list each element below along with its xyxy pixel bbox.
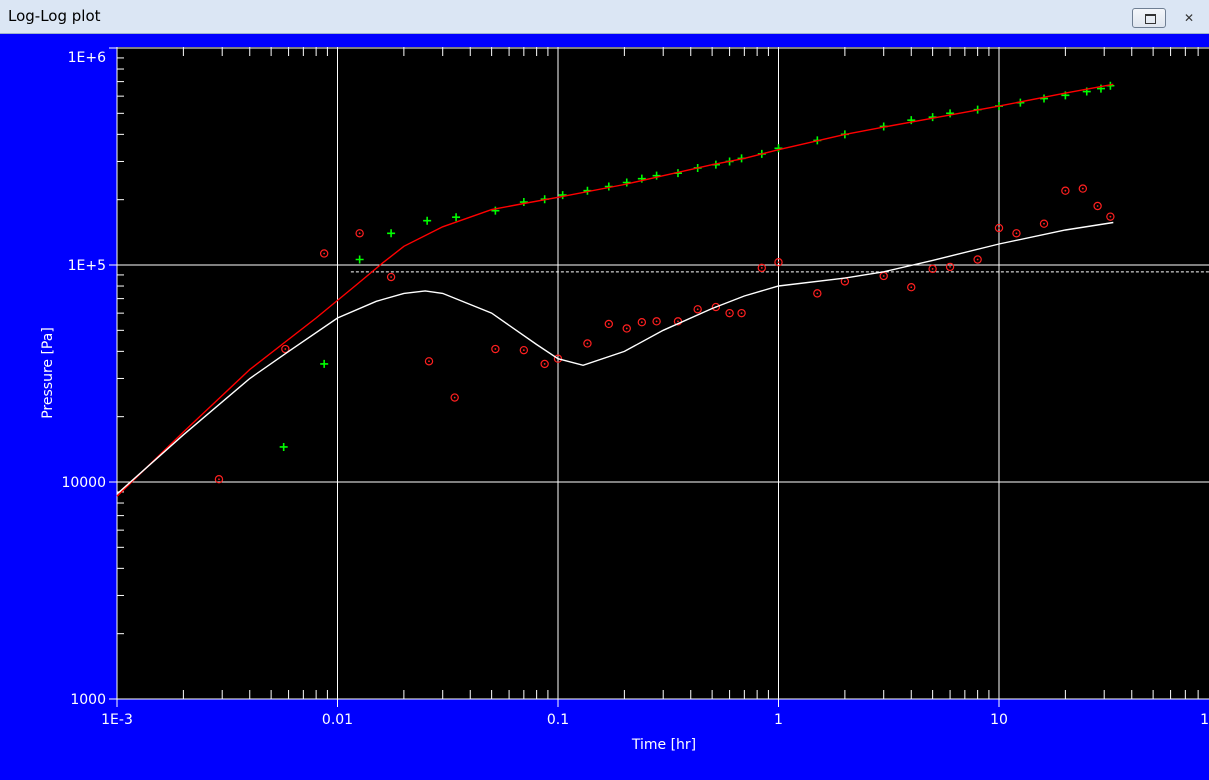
title-bar: Log-Log plot ✕ [0,0,1209,34]
pressure-data-point [519,198,528,207]
derivative-data-point [1039,219,1049,228]
pressure-data-point [637,174,646,183]
derivative-data-point [214,475,224,484]
derivative-data-point [737,308,746,318]
pressure-data-point [355,255,364,264]
tick-labels: 1E-3 0.01 0.1 1 10 1 1000 10000 1E+5 1E+6 [61,50,1209,728]
derivative-data-point [673,317,683,326]
x-axis-label: Time [hr] [631,737,696,753]
derivative-data-point [424,357,434,366]
derivative-data-point [637,318,647,327]
derivative-data-point [652,317,661,326]
restore-button[interactable] [1132,8,1166,28]
derivative-data-point [386,272,396,282]
derivative-data-point [1012,229,1021,238]
close-icon: ✕ [1183,11,1195,25]
derivative-data-point [907,283,916,292]
pressure-data-point [622,178,631,187]
x-tick-label: 10 [990,712,1008,728]
y-tick-label: 1E+5 [68,258,106,274]
log-log-chart: 1E-3 0.01 0.1 1 10 1 1000 10000 1E+5 1E+6 Time [h… [40,47,1209,753]
pressure-data-point [1040,94,1049,103]
derivative-data-point [1093,201,1102,211]
derivative-data-point [725,308,734,318]
derivative-data-point [281,344,290,354]
pressure-data-point [423,216,432,225]
plot-area: 1E-3 0.01 0.1 1 10 1 1000 10000 1E+5 1E+6 Time [h… [0,34,1209,776]
pressure-data-point [946,109,955,118]
derivative-data-point [583,339,592,348]
pressure-data-point [279,442,288,451]
derivative-model-line [116,221,1114,495]
y-tick-label: 10000 [61,475,106,491]
derivative-data-point [450,393,459,402]
restore-icon [1145,14,1156,24]
series [116,81,1209,497]
derivative-data-point [774,258,783,267]
pressure-data-point [652,171,661,180]
derivative-data-point [973,255,982,264]
derivative-data-point [994,223,1004,233]
derivative-data-point [1061,186,1070,195]
derivative-data-point [693,305,702,314]
derivative-data-point [604,319,614,329]
derivative-data-point [540,359,549,369]
derivative-data-point [491,344,500,354]
x-tick-label: 1 [774,712,783,728]
x-tick-label: 0.1 [547,712,569,728]
derivative-data-point [1106,212,1115,221]
derivative-data-point [355,229,364,238]
pressure-data-point [387,229,396,238]
y-tick-label: 1E+6 [68,50,106,66]
y-axis-label: Pressure [Pa] [40,327,56,419]
y-tick-label: 1000 [70,692,106,708]
derivative-data-point [519,345,529,355]
pressure-data-point [558,191,567,200]
derivative-data-point [622,324,631,333]
derivative-data-point [813,289,822,298]
pressure-data-point [774,144,783,153]
x-tick-label: 1E-3 [101,712,133,728]
pressure-data-point [907,116,916,125]
window-title: Log-Log plot [8,7,101,25]
derivative-data-point [319,249,329,258]
close-button[interactable]: ✕ [1172,8,1206,28]
derivative-data-point [1078,184,1088,193]
derivative-data-point [757,263,767,273]
plot-background [117,47,1209,699]
pressure-model-line [116,83,1114,497]
x-tick-label: 0.01 [322,712,353,728]
x-tick-label: 1 [1200,712,1209,728]
pressure-data-point [452,213,461,222]
derivative-data-point [945,262,955,272]
pressure-data-point [491,206,500,215]
derivative-data-point [928,264,937,274]
axis-ticks [109,47,1199,707]
pressure-data-point [320,359,329,368]
